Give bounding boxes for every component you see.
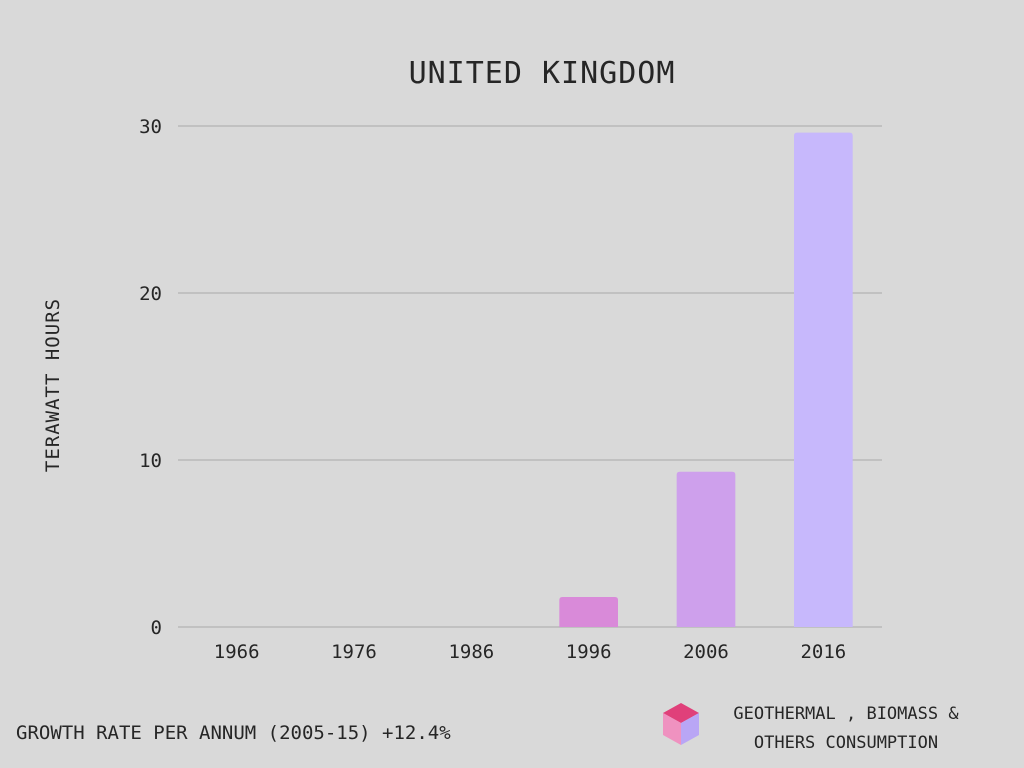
legend: GEOTHERMAL , BIOMASS & OTHERS CONSUMPTIO… xyxy=(660,700,1000,760)
x-tick-label: 1986 xyxy=(448,641,494,663)
x-tick-label: 1976 xyxy=(331,641,377,663)
y-tick-label: 0 xyxy=(151,617,162,639)
y-tick-label: 10 xyxy=(139,450,162,472)
bar-2006 xyxy=(676,471,736,627)
cube-icon xyxy=(663,703,699,745)
x-tick-label: 1966 xyxy=(214,641,260,663)
gridlines xyxy=(178,125,882,628)
y-tick-labels: 0 10 20 30 xyxy=(139,116,162,639)
y-tick-label: 20 xyxy=(139,283,162,305)
x-tick-label: 2016 xyxy=(800,641,846,663)
legend-label: GEOTHERMAL , BIOMASS & OTHERS CONSUMPTIO… xyxy=(733,704,959,753)
x-tick-label: 2006 xyxy=(683,641,729,663)
x-tick-labels: 1966 1976 1986 1996 2006 2016 xyxy=(214,641,846,663)
chart-title: UNITED KINGDOM xyxy=(408,56,676,91)
bar-2016 xyxy=(794,132,853,627)
bars xyxy=(559,132,853,627)
bar-chart: 0 10 20 30 1966 1976 1986 1996 2006 2016 xyxy=(139,116,882,663)
x-tick-label: 1996 xyxy=(566,641,612,663)
growth-rate-note: GROWTH RATE PER ANNUM (2005-15) +12.4% xyxy=(16,722,451,744)
bar-1996 xyxy=(559,596,618,627)
y-tick-label: 30 xyxy=(139,116,162,138)
